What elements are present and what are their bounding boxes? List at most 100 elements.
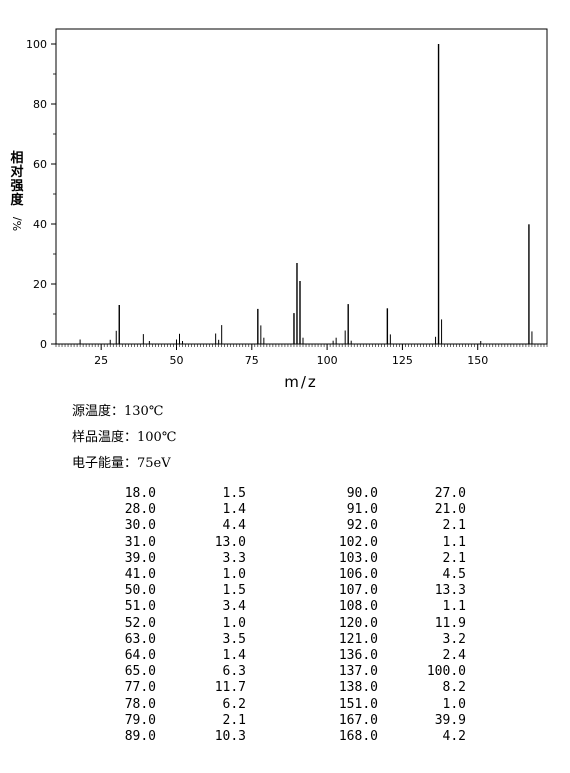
table-row: 51.0 3.4 108.0 1.1 xyxy=(88,599,466,615)
intensity-cell: 8.2 xyxy=(442,680,466,696)
x-axis-label: m/z xyxy=(284,373,318,391)
y-tick-label: 60 xyxy=(33,158,47,171)
intensity-cell: 27.0 xyxy=(434,486,466,501)
x-tick-label: 125 xyxy=(392,354,413,367)
intensity-cell: 1.5 xyxy=(222,583,246,599)
mz-cell: 52.0 xyxy=(124,615,156,631)
mz-cell: 121.0 xyxy=(338,631,378,647)
spectrum-peaks xyxy=(79,44,533,344)
x-tick-label: 150 xyxy=(467,354,488,367)
mz-cell: 50.0 xyxy=(124,583,156,599)
intensity-cell: 3.5 xyxy=(222,631,246,647)
sample-temperature: 样品温度：100℃ xyxy=(72,430,177,445)
mz-cell: 90.0 xyxy=(346,486,378,501)
mz-cell: 107.0 xyxy=(338,583,378,599)
x-tick-label: 100 xyxy=(317,354,338,367)
x-tick-label: 50 xyxy=(169,354,183,367)
intensity-cell: 39.9 xyxy=(434,712,466,728)
mz-cell: 168.0 xyxy=(338,729,378,745)
mz-cell: 136.0 xyxy=(338,648,378,664)
intensity-cell: 4.4 xyxy=(222,518,246,534)
intensity-cell: 3.2 xyxy=(442,631,466,647)
y-label-unit: %/ xyxy=(11,217,24,231)
y-label-char: 对 xyxy=(10,164,23,180)
intensity-cell: 6.2 xyxy=(222,696,246,712)
table-row: 77.0 11.7 138.0 8.2 xyxy=(88,680,466,696)
mz-cell: 138.0 xyxy=(338,680,378,696)
intensity-cell: 1.0 xyxy=(442,696,466,712)
y-label-char: 相 xyxy=(10,150,23,166)
intensity-cell: 10.3 xyxy=(214,729,246,745)
intensity-cell: 1.0 xyxy=(222,615,246,631)
table-row: 65.0 6.3 137.0 100.0 xyxy=(88,664,466,680)
mz-cell: 102.0 xyxy=(338,534,378,550)
y-tick-label: 0 xyxy=(40,338,47,351)
mz-cell: 151.0 xyxy=(338,696,378,712)
mz-cell: 77.0 xyxy=(124,680,156,696)
intensity-cell: 1.4 xyxy=(222,648,246,664)
table-row: 41.0 1.0 106.0 4.5 xyxy=(88,567,466,583)
peak-table: 18.0 1.5 90.0 27.0 28.0 1.4 91.0 21.0 30.0 4.4 92.… xyxy=(88,486,466,745)
table-row: 64.0 1.4 136.0 2.4 xyxy=(88,648,466,664)
plot-frame xyxy=(55,28,548,345)
y-tick-label: 80 xyxy=(33,98,47,111)
intensity-cell: 1.4 xyxy=(222,502,246,518)
mz-cell: 78.0 xyxy=(124,696,156,712)
intensity-cell: 3.4 xyxy=(222,599,246,615)
table-row: 18.0 1.5 90.0 27.0 xyxy=(88,486,466,502)
table-row: 79.0 2.1 167.0 39.9 xyxy=(88,713,466,729)
intensity-cell: 2.1 xyxy=(442,550,466,566)
mz-cell: 89.0 xyxy=(124,729,156,745)
mz-cell: 91.0 xyxy=(346,502,378,518)
mz-cell: 65.0 xyxy=(124,664,156,680)
x-tick-label: 25 xyxy=(94,354,108,367)
intensity-cell: 1.0 xyxy=(222,567,246,583)
table-row: 28.0 1.4 91.0 21.0 xyxy=(88,502,466,518)
mz-cell: 28.0 xyxy=(124,502,156,518)
table-row: 50.0 1.5 107.0 13.3 xyxy=(88,583,466,599)
intensity-cell: 11.9 xyxy=(434,615,466,631)
mz-cell: 120.0 xyxy=(338,615,378,631)
intensity-cell: 2.1 xyxy=(442,518,466,534)
table-row: 30.0 4.4 92.0 2.1 xyxy=(88,518,466,534)
mz-cell: 51.0 xyxy=(124,599,156,615)
mz-cell: 108.0 xyxy=(338,599,378,615)
mz-cell: 167.0 xyxy=(338,712,378,728)
mz-cell: 103.0 xyxy=(338,550,378,566)
y-axis-ticks: 0 20 40 60 80 100 xyxy=(26,38,56,351)
table-row: 39.0 3.3 103.0 2.1 xyxy=(88,551,466,567)
intensity-cell: 100.0 xyxy=(426,664,466,680)
intensity-cell: 1.1 xyxy=(442,534,466,550)
intensity-cell: 4.2 xyxy=(442,729,466,745)
intensity-cell: 1.5 xyxy=(222,486,246,501)
y-label-char: 强 xyxy=(10,179,23,194)
y-tick-label: 100 xyxy=(26,38,47,51)
source-temperature: 源温度：130℃ xyxy=(72,404,164,419)
intensity-cell: 1.1 xyxy=(442,599,466,615)
intensity-cell: 11.7 xyxy=(214,680,246,696)
table-row: 89.0 10.3 168.0 4.2 xyxy=(88,729,466,745)
mz-cell: 137.0 xyxy=(338,664,378,680)
x-major-ticks: 25 50 75 100 125 150 xyxy=(94,344,488,367)
intensity-cell: 21.0 xyxy=(434,502,466,518)
mz-cell: 92.0 xyxy=(346,518,378,534)
table-row: 78.0 6.2 151.0 1.0 xyxy=(88,697,466,713)
mz-cell: 106.0 xyxy=(338,567,378,583)
table-row: 63.0 3.5 121.0 3.2 xyxy=(88,632,466,648)
intensity-cell: 3.3 xyxy=(222,550,246,566)
table-row: 31.0 13.0 102.0 1.1 xyxy=(88,535,466,551)
mz-cell: 41.0 xyxy=(124,567,156,583)
intensity-cell: 13.0 xyxy=(214,534,246,550)
table-row: 52.0 1.0 120.0 11.9 xyxy=(88,616,466,632)
mz-cell: 39.0 xyxy=(124,550,156,566)
y-tick-label: 40 xyxy=(33,218,47,231)
intensity-cell: 13.3 xyxy=(434,583,466,599)
mz-cell: 18.0 xyxy=(124,486,156,501)
mz-cell: 79.0 xyxy=(124,712,156,728)
intensity-cell: 6.3 xyxy=(222,664,246,680)
electron-energy: 电子能量：75eV xyxy=(72,456,171,471)
intensity-cell: 2.1 xyxy=(222,712,246,728)
intensity-cell: 2.4 xyxy=(442,648,466,664)
